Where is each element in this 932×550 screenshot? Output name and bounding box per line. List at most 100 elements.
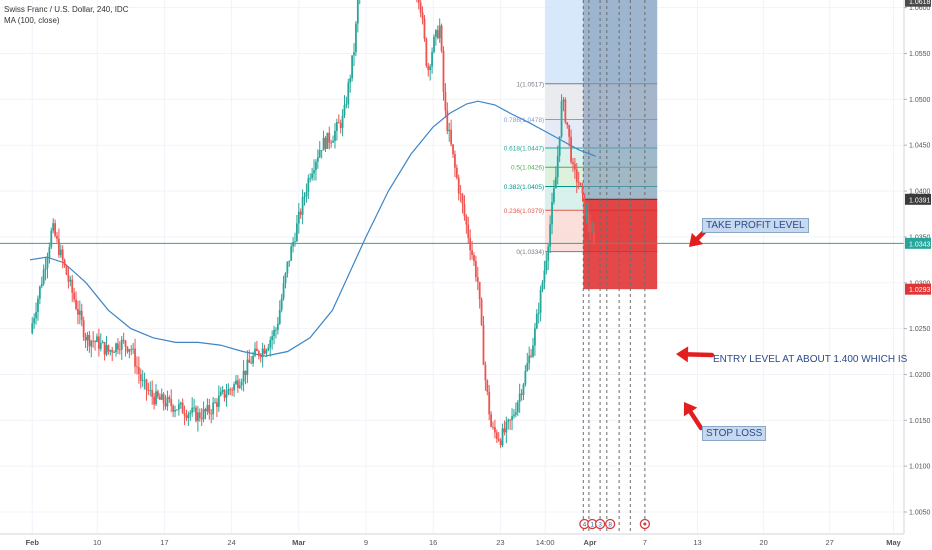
candle-body	[583, 193, 586, 216]
position-target-zone	[583, 0, 658, 200]
candle-body	[107, 345, 110, 352]
stop-loss-callout[interactable]: STOP LOSS	[702, 426, 767, 441]
candle-body	[259, 355, 262, 358]
stop-loss-arrow	[683, 402, 704, 431]
entry-level-callout[interactable]: ENTRY LEVEL AT ABOUT 1.400 WHICH IS	[713, 354, 908, 365]
take-profit-callout[interactable]: TAKE PROFIT LEVEL	[702, 218, 809, 233]
candle-body	[535, 313, 538, 329]
candle-body	[541, 282, 544, 290]
candle-body	[151, 390, 154, 397]
candle-body	[511, 416, 513, 421]
fib-level-label: 0(1.0334)	[516, 249, 544, 256]
candle-body	[572, 161, 574, 164]
candle-body	[419, 2, 422, 13]
candle-body	[585, 211, 588, 216]
candle-body	[97, 336, 100, 349]
candle-body	[82, 320, 85, 338]
candle-body	[141, 380, 144, 382]
candle-body	[476, 277, 479, 283]
price-label-badge	[905, 237, 931, 249]
time-tick-label: 23	[496, 538, 504, 547]
candle-body	[562, 99, 565, 102]
candle-body	[516, 402, 519, 413]
chart-legend: Swiss Franc / U.S. Dollar, 240, IDC MA (…	[4, 4, 128, 26]
candle-body	[246, 359, 249, 375]
candle-body	[118, 349, 121, 351]
candle-body	[282, 283, 285, 299]
candle-body	[217, 395, 220, 407]
candle-body	[351, 55, 354, 79]
candle-body	[143, 379, 146, 381]
candle-body	[539, 289, 542, 313]
candle-body	[307, 178, 310, 193]
candle-body	[37, 298, 39, 313]
symbol-title[interactable]: Swiss Franc / U.S. Dollar, 240, IDC	[4, 5, 129, 14]
time-tick-label: 24	[227, 538, 235, 547]
price-tick-label: 1.0500	[909, 97, 931, 104]
candle-body	[263, 348, 266, 354]
ma-indicator-label[interactable]: MA (100, close)	[4, 16, 60, 25]
candle-body	[67, 274, 70, 282]
arrow-shaft	[688, 409, 704, 431]
time-tick-label: 14:00	[536, 538, 555, 547]
arrow-head	[689, 232, 704, 247]
candle-body	[455, 167, 458, 178]
time-tick-label: Mar	[292, 538, 305, 547]
candle-body	[488, 391, 491, 415]
candle-body	[575, 169, 578, 183]
candle-body	[257, 351, 260, 356]
candle-body	[322, 137, 325, 151]
candle-body	[355, 23, 357, 53]
candle-body	[573, 163, 576, 170]
candle-body	[90, 340, 93, 347]
moving-average-line	[29, 100, 596, 357]
candle-body	[210, 413, 213, 415]
candle-body	[591, 231, 593, 233]
candle-body	[99, 342, 102, 349]
candle-body	[256, 348, 258, 352]
candle-body	[54, 223, 56, 236]
candle-body	[242, 370, 245, 382]
candle-body	[442, 50, 445, 92]
candle-body	[448, 129, 451, 132]
candle-body	[231, 389, 234, 391]
candle-body	[261, 348, 264, 358]
candle-body	[120, 339, 123, 350]
candle-body	[223, 389, 226, 398]
candle-body	[214, 402, 216, 404]
fib-level-label: 0.618(1.0447)	[504, 145, 544, 152]
price-label-badge	[905, 0, 931, 7]
candle-body	[526, 363, 529, 371]
price-tick-label: 1.0050	[909, 510, 931, 517]
candle-body	[522, 384, 525, 395]
candle-body	[465, 216, 468, 225]
candle-body	[579, 182, 582, 186]
candle-body	[137, 367, 140, 374]
candle-body	[221, 389, 224, 392]
candle-body	[63, 259, 66, 266]
candle-body	[509, 419, 512, 421]
price-label-badge	[905, 193, 931, 205]
candle-body	[494, 427, 496, 433]
candle-body	[320, 150, 323, 152]
price-axis-background	[904, 0, 932, 550]
candle-body	[238, 385, 241, 388]
candle-body	[556, 155, 559, 178]
candle-body	[38, 286, 41, 299]
candle-body	[128, 349, 131, 352]
event-marker	[605, 518, 616, 530]
candle-body	[115, 343, 117, 353]
candle-body	[176, 409, 178, 411]
candle-body	[486, 380, 489, 392]
candle-body	[177, 404, 180, 410]
candle-body	[554, 177, 557, 189]
event-marker	[594, 518, 606, 530]
time-tick-label: 10	[93, 538, 101, 547]
candle-body	[236, 380, 239, 388]
fib-level-label: 0.5(1.0426)	[511, 165, 544, 172]
time-tick-label: Apr	[584, 538, 597, 547]
candle-body	[444, 91, 447, 111]
fib-level-label: 0.236(1.0379)	[504, 208, 544, 215]
candle-body	[349, 78, 352, 83]
